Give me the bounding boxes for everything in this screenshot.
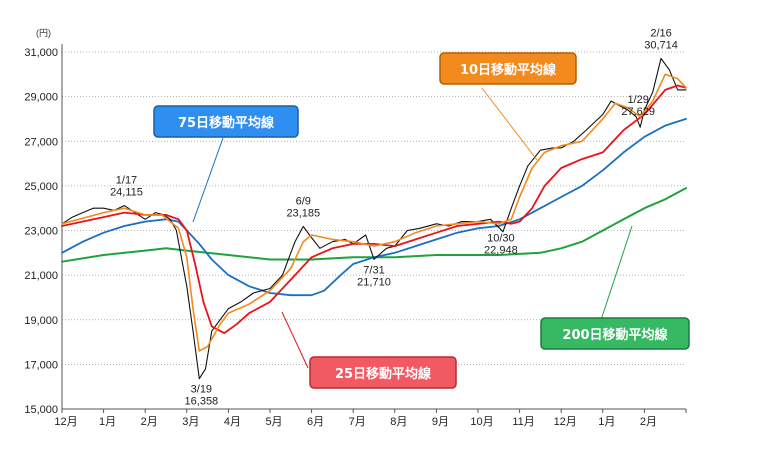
series-lines (61, 57, 687, 380)
ma25-line (61, 84, 687, 335)
annotation-date: 7/31 (363, 264, 384, 276)
x-tick-label: 1月 (598, 416, 615, 428)
ma75-line (61, 118, 687, 297)
grid-lines (61, 44, 686, 410)
y-tick-label: 19,000 (24, 315, 58, 327)
ma75-leader (192, 137, 224, 223)
annotation-value: 30,714 (644, 39, 678, 51)
x-tick-label: 1月 (99, 416, 116, 428)
y-tick-label: 23,000 (24, 226, 58, 238)
annotation-date: 10/30 (487, 233, 515, 245)
legend-ma25: 25日移動平均線 (309, 356, 457, 389)
y-axis-ticks: 31,000 29,000 27,000 25,000 23,000 21,000 19,0… (24, 47, 58, 416)
x-tick-label: 2月 (640, 416, 657, 428)
legend-ma200-label: 200日移動平均線 (562, 327, 668, 343)
y-tick-label: 15,000 (24, 404, 58, 416)
ma200-leader (600, 225, 633, 321)
legend-ma75-box (153, 105, 299, 138)
ma10-leader (481, 87, 538, 161)
annotation-value: 21,710 (357, 276, 391, 288)
legend-ma10: 10日移動平均線 (439, 52, 577, 85)
legend-ma75: 75日移動平均線 (153, 105, 299, 138)
x-tick-label: 10月 (470, 416, 493, 428)
annotation-value: 22,948 (484, 245, 518, 257)
x-tick-label: 11月 (512, 416, 534, 428)
annotation-value: 16,358 (185, 396, 219, 408)
x-tick-label: 12月 (54, 416, 77, 428)
ma200-line (61, 187, 687, 263)
annotation-date: 3/19 (191, 384, 212, 396)
annotation-value: 27,629 (621, 106, 655, 118)
legend-ma25-label: 25日移動平均線 (335, 366, 432, 382)
legend-ma200-box (540, 317, 690, 350)
callout-leaders (192, 87, 633, 369)
y-unit-label: (円) (36, 28, 51, 38)
y-tick-label: 29,000 (24, 92, 58, 104)
x-tick-label: 3月 (182, 416, 199, 428)
ma25-leader (281, 311, 309, 369)
legend-ma75-label: 75日移動平均線 (178, 115, 275, 131)
x-tick-label: 6月 (307, 416, 324, 428)
y-tick-label: 17,000 (24, 359, 58, 371)
x-axis-ticks: 12月 1月 2月 3月 4月 5月 6月 7月 8月 9月 10月 11月 12月 1月 2月 (54, 409, 687, 428)
x-tick-label: 8月 (390, 416, 407, 428)
annotation-value: 24,115 (110, 187, 143, 199)
price-line (61, 57, 687, 380)
ma10-line (61, 73, 687, 352)
annotation-date: 6/9 (296, 195, 311, 207)
legend-ma200: 200日移動平均線 (540, 317, 690, 350)
x-tick-label: 4月 (224, 416, 241, 428)
y-tick-label: 27,000 (24, 136, 58, 148)
y-tick-label: 25,000 (24, 181, 58, 193)
legend-ma25-box (309, 356, 457, 389)
x-tick-label: 12月 (554, 416, 577, 428)
annotation-date: 1/29 (627, 94, 648, 106)
y-tick-label: 21,000 (24, 270, 58, 282)
x-tick-label: 7月 (349, 416, 366, 428)
annotation-value: 23,185 (286, 207, 320, 219)
x-tick-label: 9月 (432, 416, 449, 428)
annotation-date: 2/16 (650, 27, 671, 39)
legend-ma10-label: 10日移動平均線 (460, 62, 557, 78)
x-tick-label: 5月 (265, 416, 282, 428)
annotation-date: 1/17 (116, 175, 137, 187)
legend-ma10-box (439, 52, 577, 85)
x-tick-label: 2月 (141, 416, 158, 428)
y-tick-label: 31,000 (24, 47, 58, 59)
